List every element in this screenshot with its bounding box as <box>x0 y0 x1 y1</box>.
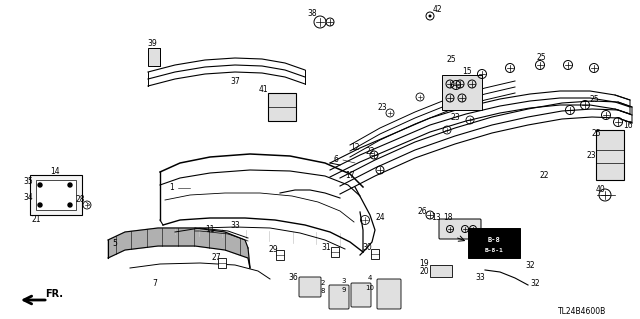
Text: 11: 11 <box>205 226 215 234</box>
Circle shape <box>38 203 42 207</box>
Text: 10: 10 <box>365 285 374 291</box>
Text: 30: 30 <box>362 243 372 253</box>
Text: 22: 22 <box>365 147 375 157</box>
Bar <box>276 250 284 260</box>
Text: 33: 33 <box>475 273 485 283</box>
Text: 31: 31 <box>321 242 331 251</box>
Text: 27: 27 <box>211 253 221 262</box>
Text: 20: 20 <box>419 268 429 277</box>
Text: 39: 39 <box>147 39 157 48</box>
Text: 25: 25 <box>591 129 601 137</box>
Text: 28: 28 <box>76 196 84 204</box>
Bar <box>268 93 296 121</box>
Circle shape <box>68 183 72 187</box>
Text: 6: 6 <box>333 155 339 165</box>
Text: 25: 25 <box>446 56 456 64</box>
Bar <box>371 249 379 259</box>
Text: 21: 21 <box>31 216 41 225</box>
Text: 25: 25 <box>589 95 599 105</box>
Text: 4: 4 <box>368 275 372 281</box>
Text: 22: 22 <box>540 170 548 180</box>
Text: 37: 37 <box>230 78 240 86</box>
Circle shape <box>68 203 72 207</box>
Text: 33: 33 <box>230 220 240 229</box>
Text: B-8: B-8 <box>488 237 500 243</box>
Text: 29: 29 <box>268 246 278 255</box>
Text: 15: 15 <box>462 68 472 77</box>
Text: 42: 42 <box>432 5 442 14</box>
Bar <box>148 48 160 66</box>
Text: 36: 36 <box>288 272 298 281</box>
Text: 14: 14 <box>50 167 60 176</box>
FancyBboxPatch shape <box>439 219 481 239</box>
Text: TL24B4600B: TL24B4600B <box>558 308 606 316</box>
Text: 2: 2 <box>321 280 325 286</box>
Text: 32: 32 <box>530 278 540 287</box>
Bar <box>218 258 226 268</box>
Text: B-8-1: B-8-1 <box>484 249 504 254</box>
Text: 25: 25 <box>536 54 546 63</box>
Text: 19: 19 <box>419 258 429 268</box>
Text: 23: 23 <box>450 114 460 122</box>
Text: 5: 5 <box>113 239 117 248</box>
Circle shape <box>38 183 42 187</box>
Text: 16: 16 <box>623 122 633 130</box>
Bar <box>596 130 624 180</box>
Text: 35: 35 <box>23 177 33 187</box>
Bar <box>36 180 76 210</box>
Text: 12: 12 <box>350 144 360 152</box>
Bar <box>430 265 452 277</box>
Text: 18: 18 <box>444 213 452 222</box>
Text: 32: 32 <box>525 261 535 270</box>
Bar <box>30 175 82 215</box>
Bar <box>331 247 339 257</box>
FancyBboxPatch shape <box>351 283 371 307</box>
Text: 23: 23 <box>377 102 387 112</box>
Text: 3: 3 <box>342 278 346 284</box>
Text: 40: 40 <box>595 186 605 195</box>
Polygon shape <box>108 228 250 268</box>
Text: 17: 17 <box>345 170 355 180</box>
Text: 9: 9 <box>342 287 346 293</box>
Text: 41: 41 <box>258 85 268 94</box>
Text: 23: 23 <box>586 151 596 160</box>
Text: FR.: FR. <box>45 289 63 299</box>
Text: 26: 26 <box>417 207 427 217</box>
Text: 24: 24 <box>375 213 385 222</box>
Circle shape <box>429 14 431 18</box>
Text: 34: 34 <box>23 192 33 202</box>
FancyBboxPatch shape <box>329 285 349 309</box>
Text: 7: 7 <box>152 279 157 288</box>
FancyBboxPatch shape <box>377 279 401 309</box>
Text: 1: 1 <box>170 183 174 192</box>
Bar <box>442 75 482 110</box>
Text: 8: 8 <box>321 288 325 294</box>
FancyBboxPatch shape <box>299 277 321 297</box>
Text: 13: 13 <box>431 213 441 222</box>
Text: 38: 38 <box>307 10 317 19</box>
Bar <box>468 228 520 258</box>
